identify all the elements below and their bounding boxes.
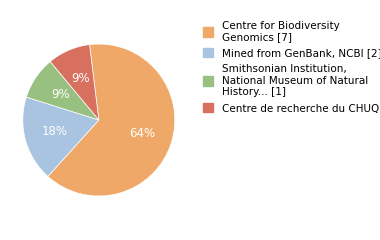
- Text: 64%: 64%: [129, 127, 155, 140]
- Wedge shape: [48, 44, 175, 196]
- Legend: Centre for Biodiversity
Genomics [7], Mined from GenBank, NCBI [2], Smithsonian : Centre for Biodiversity Genomics [7], Mi…: [203, 21, 380, 113]
- Text: 9%: 9%: [52, 88, 70, 101]
- Wedge shape: [26, 61, 99, 120]
- Text: 18%: 18%: [42, 126, 68, 138]
- Text: 9%: 9%: [71, 72, 90, 85]
- Wedge shape: [23, 97, 99, 176]
- Wedge shape: [50, 45, 99, 120]
